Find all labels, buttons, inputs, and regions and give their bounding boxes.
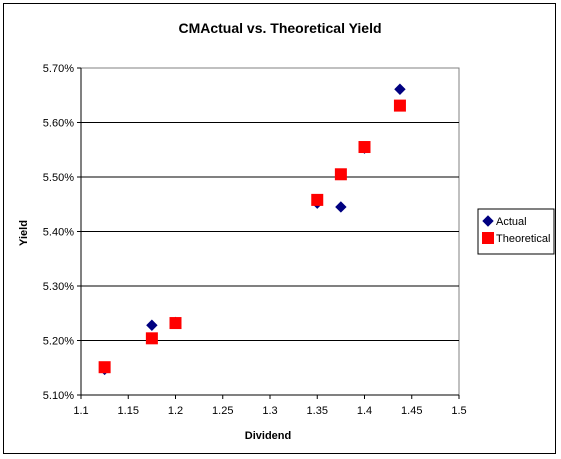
x-tick-label: 1.35: [307, 405, 328, 417]
x-tick-label: 1.3: [262, 405, 277, 417]
chart-title: CMActual vs. Theoretical Yield: [178, 20, 381, 36]
actual-point: [335, 201, 347, 213]
chart-area: CMActual vs. Theoretical Yield 5.10% 5.20…: [3, 3, 556, 454]
y-tick-label: 5.40%: [43, 227, 74, 239]
actual-point: [146, 319, 158, 331]
theoretical-point: [358, 141, 371, 154]
y-tick-label: 5.10%: [43, 390, 74, 402]
legend-actual-marker: [482, 215, 494, 227]
legend-theoretical-marker: [482, 232, 494, 244]
y-axis-ticks: 5.10% 5.20% 5.30% 5.40% 5.50% 5.60% 5.70%: [43, 63, 82, 402]
x-axis-ticks: 1.1 1.15 1.2 1.25 1.3 1.35 1.4 1.45 1.5: [73, 394, 467, 417]
y-tick-label: 5.20%: [43, 336, 74, 348]
legend-box: [477, 208, 555, 255]
theoretical-point: [98, 361, 111, 374]
x-axis-title: Dividend: [245, 430, 291, 442]
chart-svg: CMActual vs. Theoretical Yield 5.10% 5.20…: [18, 20, 555, 442]
legend-theoretical-label: Theoretical: [496, 233, 550, 245]
actual-point: [394, 83, 406, 95]
x-tick-label: 1.5: [451, 405, 466, 417]
y-tick-label: 5.70%: [43, 63, 74, 75]
x-tick-label: 1.2: [168, 405, 183, 417]
theoretical-point: [169, 317, 182, 330]
x-tick-label: 1.25: [212, 405, 233, 417]
x-tick-label: 1.4: [357, 405, 372, 417]
theoretical-point: [311, 193, 324, 206]
y-tick-label: 5.30%: [43, 281, 74, 293]
legend-entries: Actual Theoretical: [482, 215, 550, 245]
x-tick-label: 1.15: [118, 405, 139, 417]
grid-lines: [81, 122, 459, 341]
legend: Actual Theoretical: [477, 208, 555, 255]
y-tick-label: 5.60%: [43, 118, 74, 130]
x-tick-label: 1.45: [401, 405, 422, 417]
theoretical-point: [145, 332, 158, 345]
legend-actual-label: Actual: [496, 216, 527, 228]
theoretical-point: [334, 168, 347, 181]
series-markers: [98, 83, 406, 376]
theoretical-point: [393, 99, 406, 112]
y-tick-label: 5.50%: [43, 172, 74, 184]
x-tick-label: 1.1: [73, 405, 88, 417]
y-axis-title: Yield: [18, 220, 30, 246]
